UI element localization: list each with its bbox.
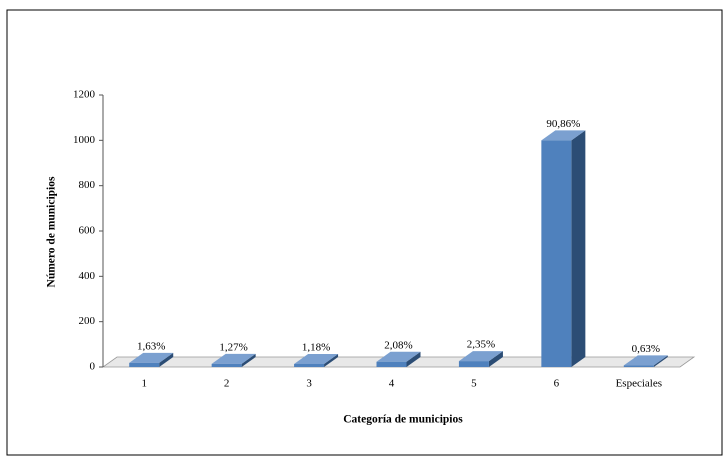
bar bbox=[376, 351, 421, 367]
data-label: 2,08% bbox=[384, 339, 412, 351]
y-tick-label: 0 bbox=[90, 361, 96, 373]
bar-front bbox=[211, 363, 242, 367]
bar-side bbox=[241, 353, 256, 367]
bar-front bbox=[458, 361, 489, 367]
bar bbox=[211, 353, 256, 367]
bar-side bbox=[159, 352, 174, 367]
bar-top bbox=[294, 354, 339, 365]
data-label: 0,63% bbox=[632, 343, 660, 355]
bar bbox=[623, 355, 668, 367]
x-tick-label: 6 bbox=[554, 378, 560, 390]
x-tick-label: 3 bbox=[306, 378, 312, 390]
bar-side bbox=[571, 130, 586, 367]
y-tick-label: 800 bbox=[79, 179, 96, 191]
bar bbox=[541, 130, 586, 367]
x-tick-label: 2 bbox=[224, 378, 230, 390]
y-tick-label: 400 bbox=[79, 270, 96, 282]
data-label: 1,27% bbox=[219, 341, 247, 353]
data-label: 1,63% bbox=[137, 340, 165, 352]
y-tick-label: 1000 bbox=[73, 134, 96, 146]
x-tick-label: 4 bbox=[389, 378, 395, 390]
bar bbox=[129, 352, 174, 367]
bar-top bbox=[129, 352, 174, 363]
bar bbox=[458, 351, 503, 367]
bar-front bbox=[376, 361, 407, 367]
bar bbox=[294, 354, 339, 367]
bar-front bbox=[541, 140, 572, 367]
bar-side bbox=[488, 351, 503, 367]
bar-top bbox=[458, 351, 503, 362]
bar-side bbox=[324, 354, 339, 367]
bar-top bbox=[211, 353, 256, 364]
bar-side bbox=[406, 351, 421, 367]
x-tick-label: 1 bbox=[141, 378, 147, 390]
data-label: 90,86% bbox=[546, 118, 580, 130]
chart-frame bbox=[6, 9, 723, 456]
data-label: 1,18% bbox=[302, 342, 330, 354]
bar-front bbox=[623, 365, 654, 367]
x-tick-label: 5 bbox=[471, 378, 477, 390]
data-label: 2,35% bbox=[467, 339, 495, 351]
bar-top bbox=[376, 351, 421, 362]
x-axis-title: Categoría de municipios bbox=[343, 414, 463, 426]
bar-top bbox=[623, 355, 668, 366]
bar-side bbox=[653, 355, 668, 367]
bar-front bbox=[294, 364, 325, 367]
y-tick-label: 1200 bbox=[73, 89, 96, 101]
x-tick-label: Especiales bbox=[616, 378, 662, 390]
y-axis-title: Número de municipios bbox=[46, 176, 58, 287]
y-tick-label: 200 bbox=[79, 315, 96, 327]
bar-top bbox=[541, 130, 586, 141]
y-tick-label: 600 bbox=[79, 225, 96, 237]
bar-front bbox=[129, 362, 160, 367]
